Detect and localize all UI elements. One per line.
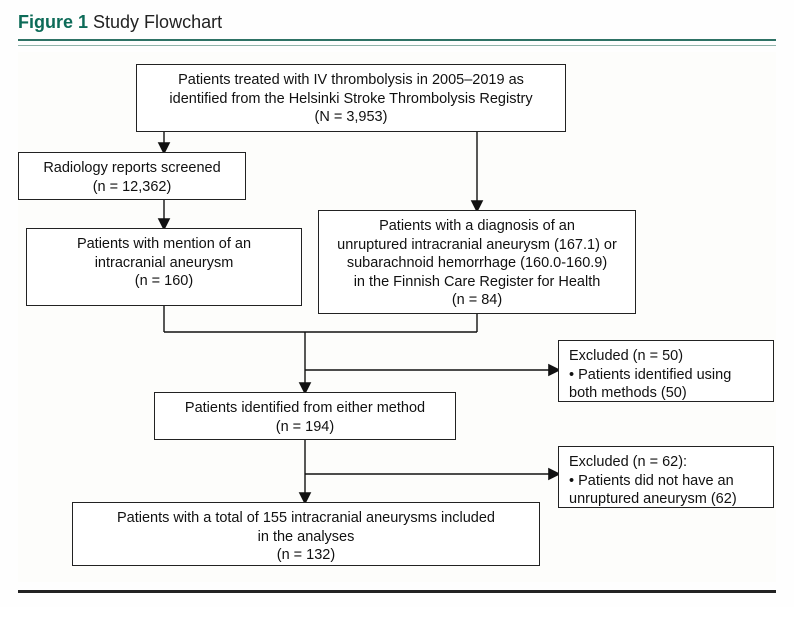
- flow-node-line: Patients with mention of an: [37, 235, 291, 254]
- bottom-rule: [18, 590, 776, 593]
- flow-node-mention: Patients with mention of anintracranial …: [26, 228, 302, 306]
- flow-node-top: Patients treated with IV thrombolysis in…: [136, 64, 566, 132]
- flow-node-line: (n = 84): [329, 291, 625, 310]
- title-rule-thick: [18, 39, 776, 41]
- flow-node-line: unruptured intracranial aneurysm (167.1)…: [329, 236, 625, 255]
- figure-title-text: Study Flowchart: [93, 12, 222, 32]
- flow-node-line: (n = 12,362): [29, 178, 235, 197]
- flow-node-line: in the analyses: [83, 528, 529, 547]
- flow-node-excluded2: Excluded (n = 62):• Patients did not hav…: [558, 446, 774, 508]
- flow-node-line: identified from the Helsinki Stroke Thro…: [147, 90, 555, 109]
- flow-node-line: intracranial aneurysm: [37, 254, 291, 273]
- flowchart-canvas: Patients treated with IV thrombolysis in…: [18, 52, 776, 582]
- flow-node-radiology: Radiology reports screened(n = 12,362): [18, 152, 246, 200]
- flow-node-line: (N = 3,953): [147, 108, 555, 127]
- flow-node-line: • Patients identified using: [569, 366, 763, 385]
- flow-node-line: (n = 132): [83, 546, 529, 565]
- flow-node-line: Patients treated with IV thrombolysis in…: [147, 71, 555, 90]
- flow-node-final: Patients with a total of 155 intracrania…: [72, 502, 540, 566]
- flow-node-line: Patients with a total of 155 intracrania…: [83, 509, 529, 528]
- flow-node-excluded1: Excluded (n = 50)• Patients identified u…: [558, 340, 774, 402]
- flow-node-diagnosis: Patients with a diagnosis of anunrupture…: [318, 210, 636, 314]
- flow-node-line: both methods (50): [569, 384, 763, 403]
- title-rule-thin: [18, 45, 776, 46]
- flow-node-line: Patients identified from either method: [165, 399, 445, 418]
- flow-node-either: Patients identified from either method(n…: [154, 392, 456, 440]
- flow-node-line: Patients with a diagnosis of an: [329, 217, 625, 236]
- figure-container: Figure 1 Study Flowchart Patients treate…: [0, 0, 794, 607]
- flow-node-line: Radiology reports screened: [29, 159, 235, 178]
- flow-node-line: • Patients did not have an: [569, 472, 763, 491]
- flow-node-line: in the Finnish Care Register for Health: [329, 273, 625, 292]
- flow-node-line: subarachnoid hemorrhage (160.0-160.9): [329, 254, 625, 273]
- flow-node-line: Excluded (n = 62):: [569, 453, 763, 472]
- flow-node-line: Excluded (n = 50): [569, 347, 763, 366]
- flow-node-line: unruptured aneurysm (62): [569, 490, 763, 509]
- flow-node-line: (n = 160): [37, 272, 291, 291]
- flow-node-line: (n = 194): [165, 418, 445, 437]
- figure-label: Figure 1: [18, 12, 88, 32]
- figure-title: Figure 1 Study Flowchart: [18, 12, 776, 39]
